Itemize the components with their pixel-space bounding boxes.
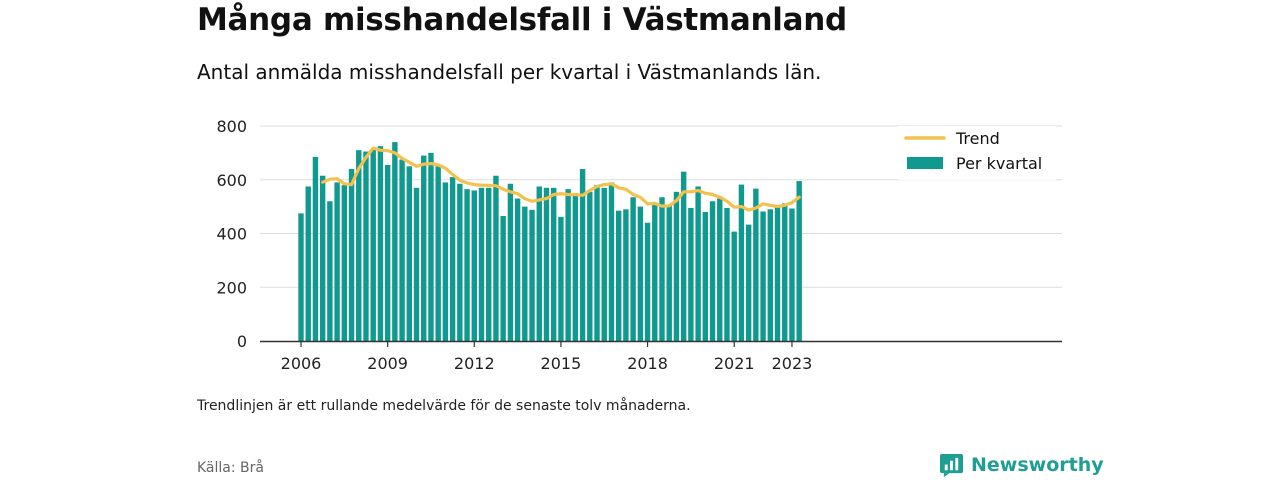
bar bbox=[399, 159, 405, 341]
bar bbox=[529, 209, 535, 341]
bar bbox=[327, 201, 333, 341]
bar bbox=[348, 169, 355, 341]
bar bbox=[478, 187, 485, 341]
bar bbox=[717, 198, 723, 341]
bar bbox=[341, 185, 348, 341]
bar bbox=[659, 197, 665, 341]
bar bbox=[558, 216, 564, 341]
bar bbox=[471, 190, 477, 341]
bar bbox=[493, 175, 499, 341]
bar bbox=[637, 206, 644, 341]
bar bbox=[334, 182, 340, 341]
legend-bar-swatch bbox=[907, 157, 943, 169]
bar bbox=[796, 181, 802, 341]
bar bbox=[457, 183, 463, 341]
bar bbox=[608, 182, 615, 341]
bar bbox=[507, 183, 514, 341]
x-tick-label: 2023 bbox=[772, 354, 813, 373]
legend-trend-label: Trend bbox=[955, 129, 1000, 148]
bar bbox=[745, 224, 752, 341]
bar bbox=[551, 187, 557, 341]
bar bbox=[767, 209, 773, 341]
bar bbox=[724, 207, 730, 341]
x-tick-label: 2006 bbox=[281, 354, 322, 373]
legend: Trend Per kvartal bbox=[898, 126, 1056, 180]
x-tick-label: 2021 bbox=[714, 354, 755, 373]
bar bbox=[652, 202, 658, 341]
axes: 0 200 400 600 800 2006 2009 2012 2015 2018 2021 202… bbox=[216, 117, 1062, 373]
bar bbox=[356, 150, 362, 341]
bar bbox=[594, 185, 600, 341]
bar bbox=[738, 184, 745, 341]
bar bbox=[543, 187, 550, 341]
bar bbox=[370, 148, 376, 341]
bar bbox=[579, 169, 586, 341]
footnote: Trendlinjen är ett rullande medelvärde f… bbox=[197, 398, 691, 414]
bar bbox=[421, 155, 427, 341]
bar bbox=[760, 211, 766, 341]
bar bbox=[514, 198, 521, 341]
bar bbox=[449, 177, 456, 341]
bar bbox=[442, 182, 449, 341]
bar bbox=[363, 151, 369, 341]
bar bbox=[753, 188, 759, 341]
bar bbox=[702, 212, 709, 341]
bar bbox=[789, 208, 795, 341]
bar bbox=[464, 189, 470, 341]
bar bbox=[536, 186, 542, 341]
bar bbox=[377, 146, 384, 341]
bar bbox=[644, 222, 651, 341]
bar bbox=[709, 201, 716, 341]
chart-title: Många misshandelsfall i Västmanland bbox=[197, 2, 847, 38]
bar bbox=[695, 186, 701, 341]
bar bbox=[774, 206, 781, 341]
bar bbox=[413, 187, 420, 341]
bar bbox=[319, 175, 326, 341]
bar bbox=[782, 203, 788, 341]
bar bbox=[522, 206, 528, 341]
x-tick-label: 2018 bbox=[627, 354, 668, 373]
source-text: Källa: Brå bbox=[197, 460, 264, 476]
bar bbox=[688, 207, 694, 341]
brand-logo: Newsworthy bbox=[940, 450, 1104, 480]
x-tick-label: 2012 bbox=[454, 354, 495, 373]
newsworthy-logo-icon bbox=[940, 453, 963, 477]
legend-background bbox=[898, 126, 1056, 180]
bar bbox=[731, 231, 737, 341]
bar bbox=[305, 186, 311, 341]
brand-name: Newsworthy bbox=[971, 454, 1104, 476]
y-tick-label: 200 bbox=[216, 278, 247, 297]
bar bbox=[406, 166, 412, 341]
bar bbox=[428, 152, 434, 341]
x-tick-label: 2009 bbox=[367, 354, 408, 373]
y-tick-label: 400 bbox=[216, 225, 247, 244]
bars-series bbox=[298, 142, 802, 341]
bar bbox=[486, 187, 492, 341]
bar bbox=[673, 191, 680, 341]
trend-series bbox=[321, 146, 801, 212]
chart-subtitle: Antal anmälda misshandelsfall per kvarta… bbox=[197, 60, 822, 84]
bar bbox=[435, 166, 441, 341]
y-tick-label: 600 bbox=[216, 171, 247, 190]
bar bbox=[312, 156, 319, 341]
bar bbox=[392, 142, 398, 341]
y-tick-label: 0 bbox=[237, 332, 247, 351]
bar bbox=[298, 213, 304, 341]
bar bbox=[630, 197, 636, 341]
bar bbox=[623, 209, 629, 341]
bar bbox=[615, 210, 622, 341]
trend-line bbox=[321, 146, 801, 212]
bar bbox=[587, 191, 593, 341]
chart: 0 200 400 600 800 2006 2009 2012 2015 2018 2021 202… bbox=[216, 117, 1062, 373]
bar bbox=[601, 187, 607, 341]
bar bbox=[565, 189, 571, 341]
bar bbox=[500, 216, 506, 341]
bar bbox=[666, 205, 672, 341]
x-tick-label: 2015 bbox=[541, 354, 582, 373]
y-tick-label: 800 bbox=[216, 117, 247, 136]
bar bbox=[572, 193, 579, 341]
legend-bar-label: Per kvartal bbox=[956, 154, 1042, 173]
bar bbox=[384, 164, 391, 341]
bar bbox=[680, 171, 687, 341]
